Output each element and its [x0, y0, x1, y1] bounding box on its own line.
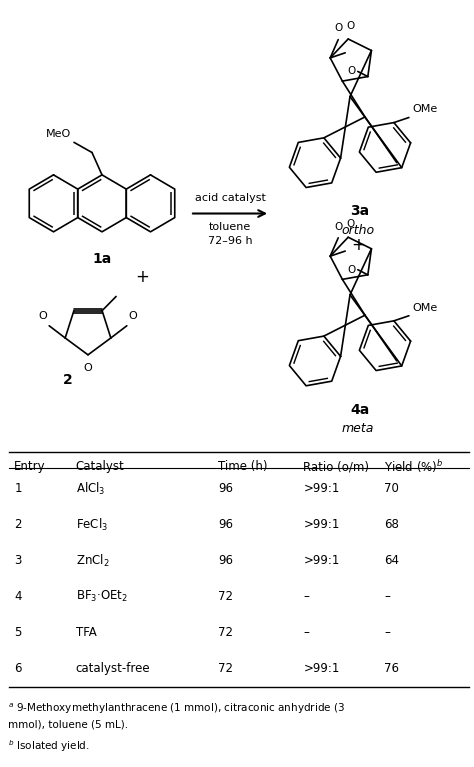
Text: –: –: [384, 627, 390, 640]
Text: >99:1: >99:1: [303, 518, 340, 532]
Text: ortho: ortho: [341, 224, 374, 237]
Text: FeCl$_3$: FeCl$_3$: [76, 517, 108, 533]
Text: Time (h): Time (h): [218, 460, 267, 473]
Text: O: O: [38, 311, 47, 321]
Text: O: O: [129, 311, 137, 321]
Text: O: O: [334, 24, 342, 34]
Text: 72: 72: [218, 591, 233, 604]
Text: OMe: OMe: [412, 104, 437, 114]
Text: >99:1: >99:1: [303, 555, 340, 568]
Text: >99:1: >99:1: [303, 482, 340, 495]
Text: mmol), toluene (5 mL).: mmol), toluene (5 mL).: [8, 720, 128, 730]
Text: 1a: 1a: [92, 252, 111, 266]
Text: 3: 3: [14, 555, 22, 568]
Text: 70: 70: [384, 482, 399, 495]
Text: 2: 2: [14, 518, 22, 532]
Text: 3a: 3a: [350, 204, 370, 219]
Text: 64: 64: [384, 555, 399, 568]
Text: acid catalyst: acid catalyst: [194, 193, 265, 203]
Text: 1: 1: [14, 482, 22, 495]
Text: AlCl$_3$: AlCl$_3$: [76, 481, 105, 497]
Text: BF$_3$·OEt$_2$: BF$_3$·OEt$_2$: [76, 589, 128, 604]
Text: O: O: [346, 21, 354, 31]
Text: catalyst-free: catalyst-free: [76, 663, 150, 676]
Text: O: O: [83, 363, 92, 373]
Text: 96: 96: [218, 482, 233, 495]
Text: TFA: TFA: [76, 627, 97, 640]
Text: 68: 68: [384, 518, 399, 532]
Text: 96: 96: [218, 518, 233, 532]
Text: meta: meta: [342, 422, 374, 435]
Text: –: –: [303, 627, 309, 640]
Text: O: O: [347, 67, 356, 77]
Text: OMe: OMe: [412, 303, 437, 313]
Text: 72: 72: [218, 627, 233, 640]
Text: +: +: [351, 236, 365, 254]
Text: ZnCl$_2$: ZnCl$_2$: [76, 553, 109, 569]
Text: O: O: [334, 222, 342, 232]
Text: 72: 72: [218, 663, 233, 676]
Text: $^{a}$ 9-Methoxymethylanthracene (1 mmol), citraconic anhydride (3: $^{a}$ 9-Methoxymethylanthracene (1 mmol…: [8, 702, 345, 716]
Text: Catalyst: Catalyst: [76, 460, 125, 473]
Text: +: +: [135, 268, 149, 285]
Text: MeO: MeO: [46, 130, 71, 140]
Text: 96: 96: [218, 555, 233, 568]
Text: 4a: 4a: [350, 403, 370, 416]
Text: Ratio (o/m): Ratio (o/m): [303, 460, 369, 473]
Text: Entry: Entry: [14, 460, 46, 473]
Text: 2: 2: [63, 373, 73, 387]
Text: Yield (%)$^{b}$: Yield (%)$^{b}$: [384, 458, 443, 475]
Text: –: –: [303, 591, 309, 604]
Text: O: O: [346, 219, 354, 229]
Text: toluene: toluene: [209, 222, 251, 232]
Text: 4: 4: [14, 591, 22, 604]
Text: 6: 6: [14, 663, 22, 676]
Text: O: O: [347, 265, 356, 275]
Text: >99:1: >99:1: [303, 663, 340, 676]
Text: 5: 5: [14, 627, 22, 640]
Text: 72–96 h: 72–96 h: [208, 236, 252, 246]
Text: 76: 76: [384, 663, 399, 676]
Text: $^{b}$ Isolated yield.: $^{b}$ Isolated yield.: [8, 738, 90, 754]
Text: –: –: [384, 591, 390, 604]
